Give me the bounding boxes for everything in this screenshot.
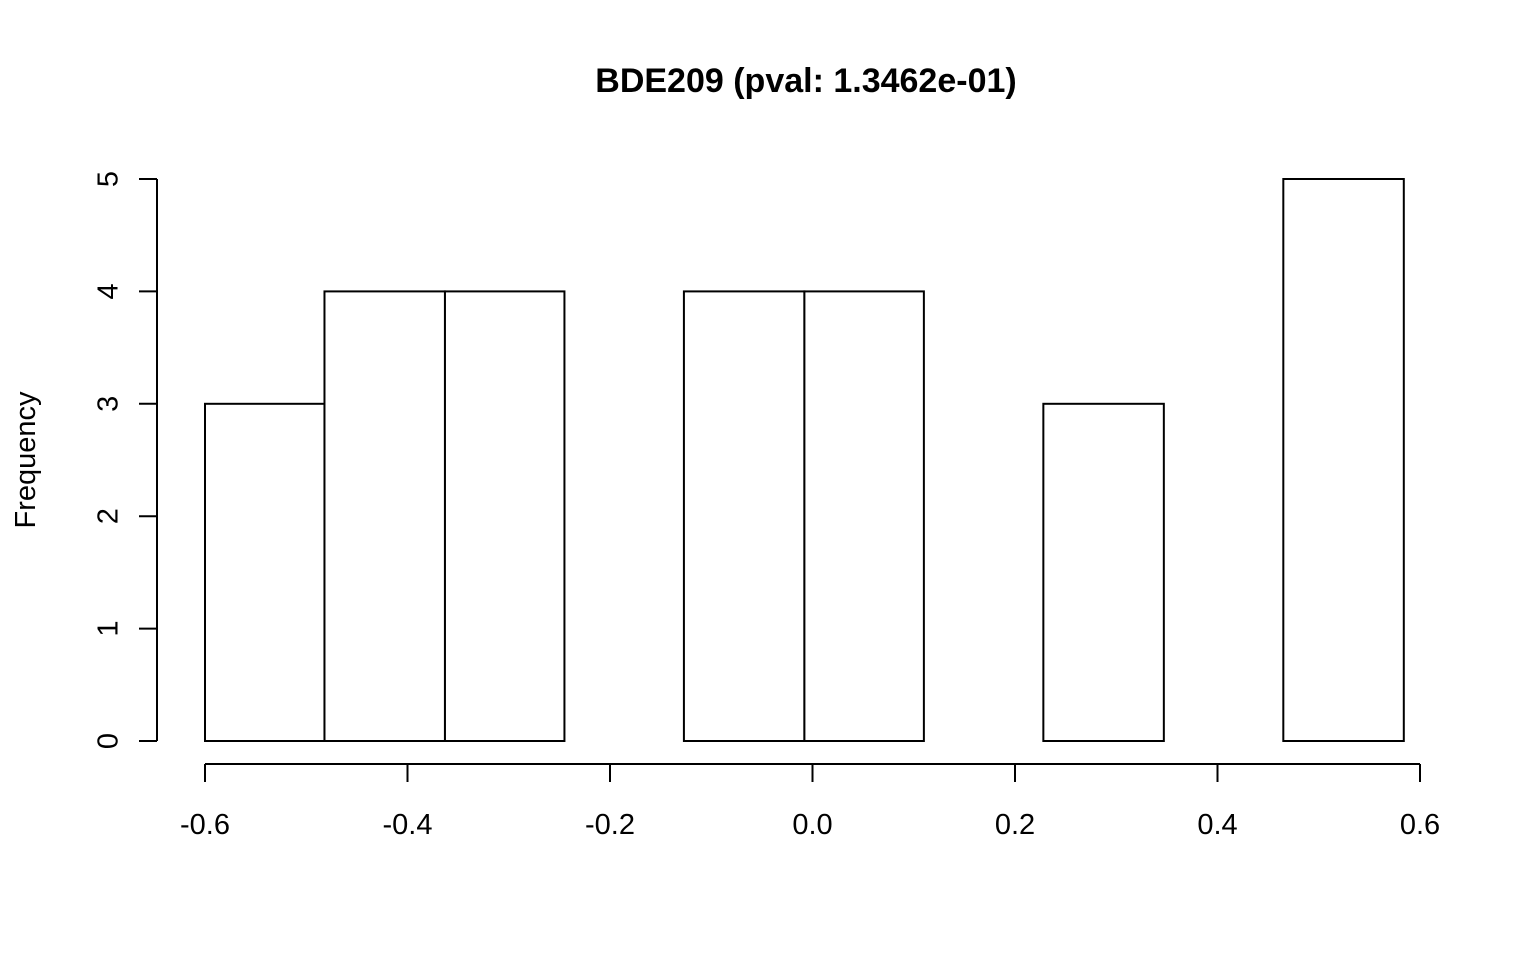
y-axis: 0 1 2 3 4 5 [93,171,158,749]
x-tick-label: -0.4 [383,809,433,841]
bars-group [204,178,1405,742]
chart-title: BDE209 (pval: 1.3462e-01) [595,62,1016,100]
x-tick-label: -0.6 [180,809,230,841]
x-tick-label: 0.6 [1400,809,1440,841]
histogram-bar-4 [682,290,806,742]
histogram-bar-0 [204,402,326,742]
x-tick-label: 0.0 [792,809,832,841]
histogram-bar-5 [803,290,925,742]
y-tick-label: 1 [93,621,125,637]
y-tick-label: 3 [93,396,125,412]
histogram-bar-1 [323,290,446,742]
histogram-bar-9 [1282,178,1405,742]
histogram-bar-7 [1042,402,1165,742]
y-tick-label: 0 [93,733,125,749]
x-tick-label: 0.4 [1197,809,1237,841]
x-tick-label: 0.2 [995,809,1035,841]
y-tick-label: 5 [93,171,125,187]
y-tick-label: 4 [93,283,125,299]
x-tick-label: -0.2 [585,809,635,841]
y-axis-label: Frequency [10,391,42,529]
y-tick-label: 2 [93,508,125,524]
histogram-bar-2 [443,290,566,742]
x-axis: -0.6 -0.4 -0.2 0.0 0.2 0.4 0.6 [180,763,1440,841]
